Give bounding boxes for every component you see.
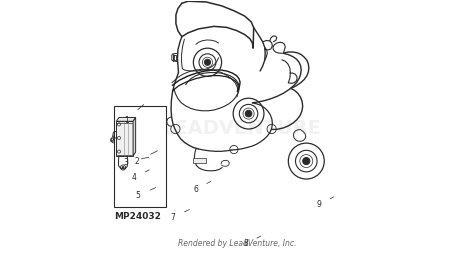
Text: 5: 5 — [135, 191, 140, 200]
Text: 6: 6 — [193, 185, 199, 194]
Polygon shape — [117, 117, 136, 121]
Text: 9: 9 — [317, 200, 321, 209]
Text: MP24032: MP24032 — [114, 212, 161, 221]
Text: 4: 4 — [132, 173, 137, 182]
Bar — [114, 106, 165, 207]
Circle shape — [122, 166, 124, 168]
Polygon shape — [133, 117, 136, 156]
Text: 2: 2 — [135, 157, 139, 166]
Text: 8: 8 — [244, 239, 248, 248]
Polygon shape — [193, 158, 206, 163]
Text: 3: 3 — [124, 158, 128, 167]
Text: LEADVENTURE: LEADVENTURE — [163, 119, 321, 139]
Circle shape — [245, 110, 252, 117]
Text: 7: 7 — [170, 213, 175, 222]
Text: 1: 1 — [124, 116, 128, 125]
Circle shape — [303, 157, 310, 165]
Polygon shape — [117, 121, 133, 156]
Circle shape — [204, 59, 210, 65]
Text: Rendered by LeadVenture, Inc.: Rendered by LeadVenture, Inc. — [178, 239, 296, 248]
